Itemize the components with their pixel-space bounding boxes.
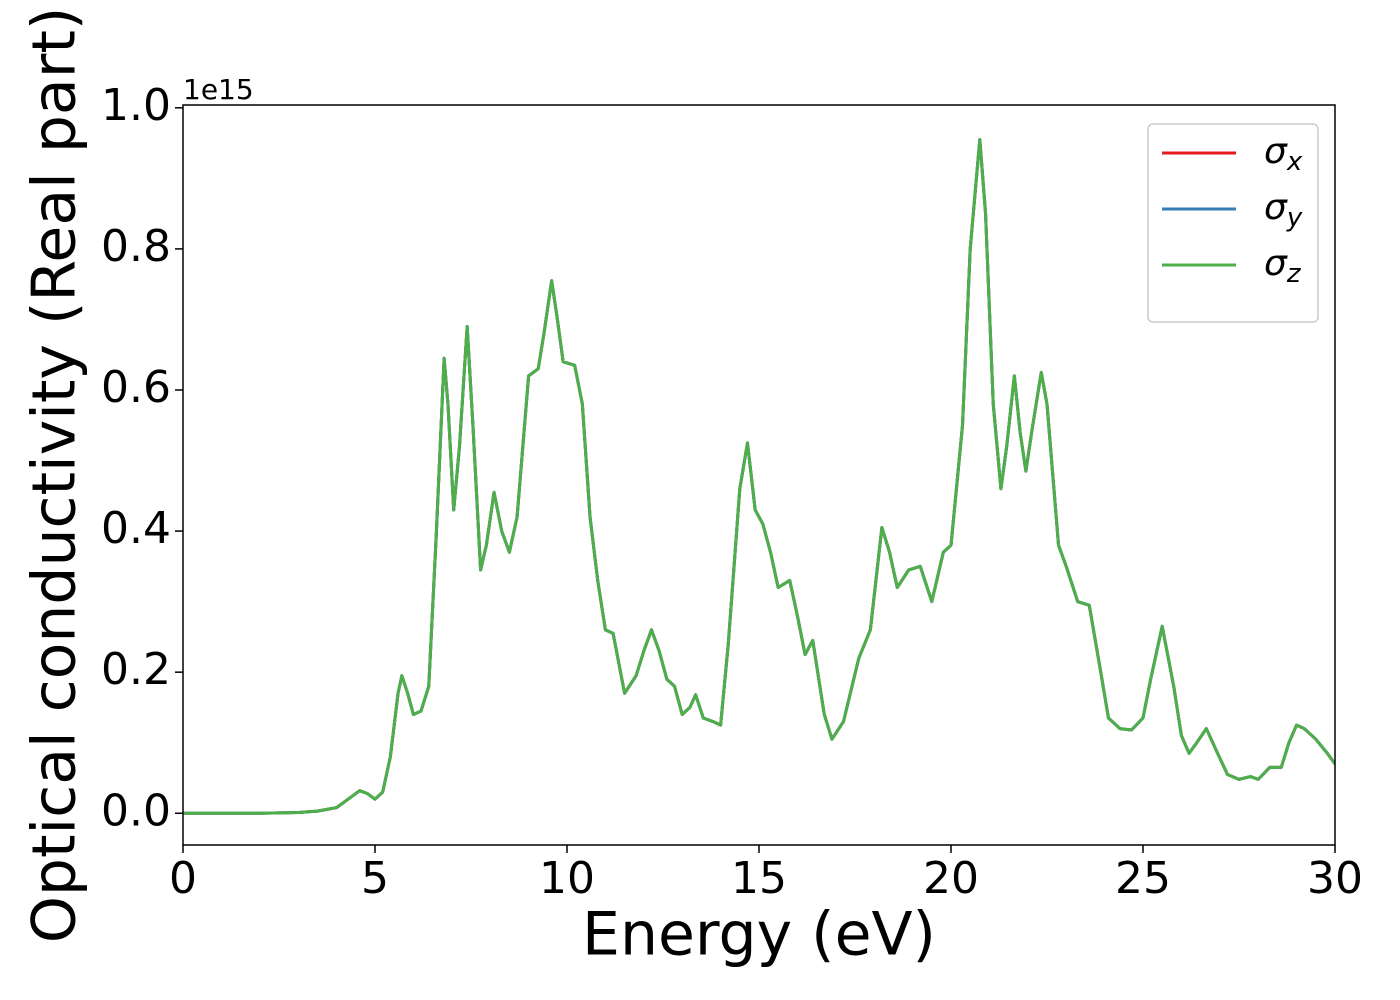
y-tick-label: 0.8	[101, 221, 171, 272]
y-tick-label: 0.2	[101, 644, 171, 695]
x-tick-label: 5	[361, 853, 389, 904]
y-axis-label: Optical conductivity (Real part)	[20, 7, 90, 944]
plot-frame	[182, 104, 1336, 846]
x-tick-label: 20	[923, 853, 979, 904]
legend-label: σz	[1264, 243, 1302, 289]
y-tick-label: 0.6	[101, 362, 171, 413]
x-tick-label: 0	[169, 853, 197, 904]
y-tick-label: 1.0	[101, 80, 171, 131]
x-tick-label: 25	[1115, 853, 1171, 904]
series-line	[183, 138, 1335, 815]
legend-label: σy	[1264, 187, 1303, 233]
y-tick-label: 0.4	[101, 503, 171, 554]
x-axis-label: Energy (eV)	[582, 900, 936, 970]
legend-box	[1147, 123, 1319, 323]
x-tick-label: 30	[1307, 853, 1363, 904]
y-offset-text: 1e15	[183, 73, 254, 106]
y-tick-label: 0.0	[101, 785, 171, 836]
legend-label: σx	[1264, 131, 1303, 177]
x-tick-label: 15	[731, 853, 787, 904]
x-tick-label: 10	[539, 853, 595, 904]
